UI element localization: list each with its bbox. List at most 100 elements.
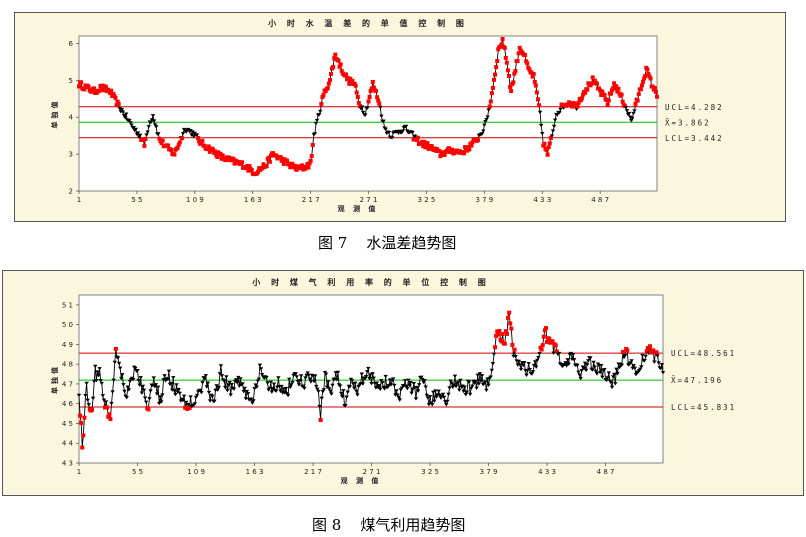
data-point — [128, 121, 133, 125]
data-point-out-of-control — [308, 158, 313, 163]
data-point — [146, 125, 151, 129]
data-point — [109, 401, 114, 406]
data-point-out-of-control — [542, 328, 547, 333]
data-point — [223, 386, 228, 390]
data-point-out-of-control — [281, 161, 286, 166]
data-point — [123, 112, 129, 116]
data-point — [324, 385, 330, 390]
data-point-out-of-control — [537, 103, 542, 108]
data-point — [216, 385, 221, 390]
data-point — [94, 378, 99, 383]
data-point-out-of-control — [433, 146, 438, 151]
data-point — [156, 401, 162, 406]
data-point — [233, 378, 239, 382]
data-point — [436, 389, 441, 394]
data-point-out-of-control — [355, 95, 360, 100]
data-point-out-of-control — [450, 147, 455, 152]
data-point-out-of-control — [231, 156, 236, 161]
data-point — [349, 379, 355, 383]
data-point-out-of-control — [175, 145, 180, 150]
lcl-label: LCL=45.831 — [671, 403, 736, 412]
data-point — [371, 376, 376, 381]
data-point — [518, 367, 524, 372]
data-point — [581, 366, 587, 371]
data-point — [285, 393, 291, 398]
data-point — [142, 396, 148, 400]
data-point — [380, 381, 385, 385]
data-point — [194, 133, 200, 137]
data-point — [347, 385, 353, 389]
data-point — [524, 373, 529, 378]
data-point — [339, 391, 344, 396]
data-point — [141, 388, 147, 393]
data-point — [456, 380, 461, 385]
data-point — [433, 389, 438, 393]
data-point-out-of-control — [368, 88, 373, 93]
data-point-out-of-control — [492, 77, 497, 82]
data-point-out-of-control — [496, 332, 501, 337]
data-point-out-of-control — [246, 168, 251, 173]
data-point-out-of-control — [554, 349, 559, 354]
data-point — [282, 391, 288, 395]
data-point-out-of-control — [490, 85, 495, 90]
data-point-out-of-control — [605, 102, 610, 107]
data-point-out-of-control — [215, 155, 220, 160]
data-point — [268, 380, 273, 385]
data-point — [378, 105, 383, 110]
data-point — [237, 384, 242, 388]
data-point — [215, 388, 220, 392]
data-point — [359, 372, 364, 376]
data-point — [127, 119, 132, 123]
data-point — [198, 389, 203, 393]
data-point — [566, 362, 571, 367]
data-point — [658, 366, 664, 371]
data-point — [188, 129, 193, 133]
data-point — [242, 386, 247, 391]
data-point — [341, 389, 346, 393]
data-point-out-of-control — [654, 350, 659, 355]
data-point — [513, 355, 518, 359]
data-point-out-of-control — [304, 165, 309, 170]
data-point — [133, 127, 139, 132]
data-point — [130, 377, 136, 382]
data-point — [632, 366, 638, 370]
data-point-out-of-control — [548, 136, 553, 141]
data-point-out-of-control — [290, 161, 295, 166]
data-point — [551, 351, 556, 355]
data-point-out-of-control — [79, 80, 84, 85]
data-point — [337, 384, 343, 388]
data-point-out-of-control — [420, 139, 425, 144]
data-point-out-of-control — [617, 91, 622, 96]
data-point — [84, 381, 89, 386]
data-point — [259, 372, 265, 377]
data-point — [378, 387, 383, 391]
data-point — [427, 394, 433, 399]
data-point-out-of-control — [375, 95, 380, 100]
data-point-out-of-control — [507, 73, 512, 78]
data-point-out-of-control — [487, 104, 492, 109]
data-point — [99, 381, 104, 386]
data-point-out-of-control — [211, 147, 216, 152]
data-point-out-of-control — [508, 321, 513, 326]
data-point — [267, 386, 272, 391]
data-point-out-of-control — [103, 84, 108, 89]
data-point — [659, 363, 665, 367]
data-point-out-of-control — [98, 83, 103, 88]
x-tick-label: 4 8 7 — [591, 196, 609, 204]
data-point — [478, 379, 484, 383]
data-point-out-of-control — [79, 420, 84, 425]
data-point — [301, 384, 306, 388]
data-point — [414, 385, 420, 390]
data-point — [110, 390, 115, 394]
data-point-out-of-control — [579, 96, 584, 101]
data-point-out-of-control — [187, 405, 192, 410]
data-point-out-of-control — [636, 92, 641, 97]
data-point — [126, 388, 132, 392]
data-point-out-of-control — [376, 98, 381, 103]
data-point-out-of-control — [489, 91, 494, 96]
data-point — [343, 403, 348, 408]
data-point-out-of-control — [285, 158, 290, 163]
data-point-out-of-control — [271, 151, 276, 156]
data-point — [444, 403, 449, 407]
data-point — [490, 362, 496, 366]
